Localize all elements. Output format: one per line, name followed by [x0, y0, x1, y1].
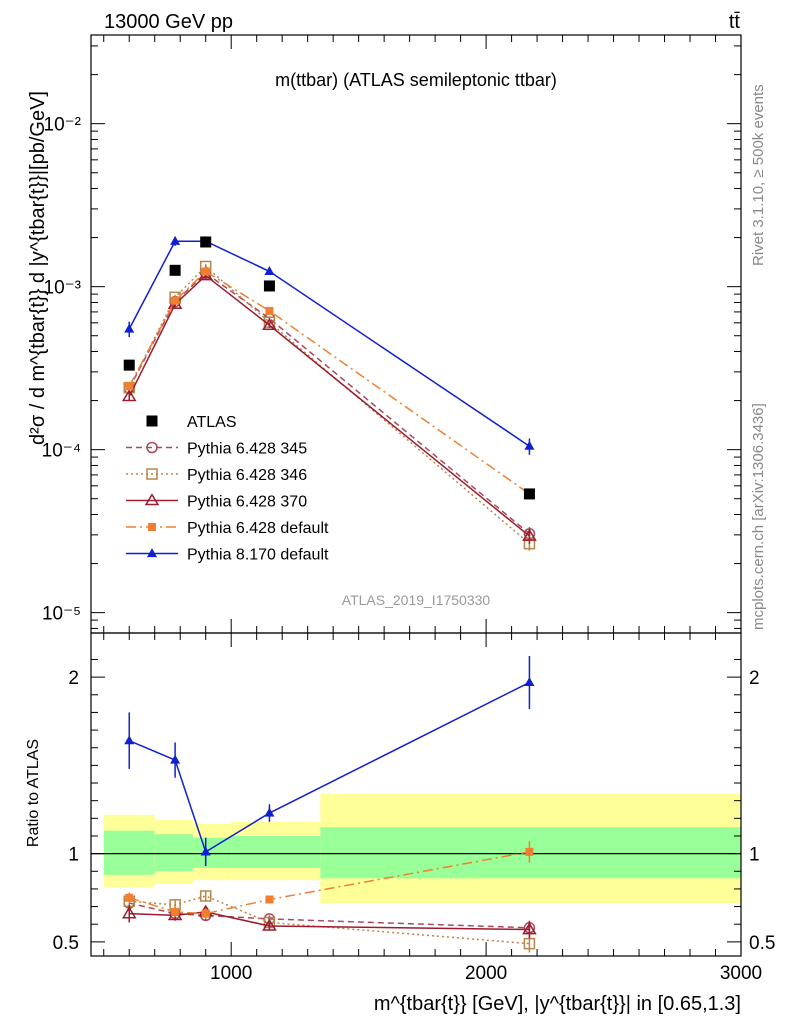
legend-label: Pythia 6.428 346	[187, 467, 307, 484]
y-tick-label-right: 1	[749, 845, 760, 866]
x-axis-label: m^{tbar{t}} [GeV], |y^{tbar{t}}| in [0.6…	[374, 993, 741, 1015]
y-tick-label: 10⁻⁵	[42, 604, 81, 625]
series-pythia-6-428-345	[123, 267, 536, 542]
data-point	[524, 440, 535, 450]
x-tick-label: 1000	[210, 963, 252, 984]
legend-label: Pythia 6.428 370	[187, 494, 307, 511]
data-point	[125, 382, 134, 391]
ratio-point	[265, 895, 274, 904]
data-point	[124, 323, 135, 333]
ratio-point	[170, 754, 181, 764]
data-point	[170, 235, 181, 245]
ratio-series-pythia-6-428-default	[125, 841, 534, 919]
chart-title: m(ttbar) (ATLAS semileptonic ttbar)	[275, 70, 557, 90]
series-pythia-6-428-370	[121, 268, 537, 544]
ratio-point	[199, 890, 212, 902]
legend-marker	[148, 523, 156, 531]
legend-entry: ATLAS	[146, 414, 237, 431]
ratio-series-pythia-8-170-default	[124, 655, 535, 866]
ratio-point	[121, 906, 137, 919]
y-tick-label-right: 0.5	[749, 933, 775, 954]
legend-label: Pythia 6.428 345	[187, 441, 307, 458]
ratio-point	[523, 937, 536, 950]
ratio-line	[129, 902, 530, 929]
y-tick-label: 10⁻²	[44, 115, 82, 136]
series-pythia-8-170-default	[124, 235, 535, 455]
ratio-point	[262, 918, 277, 931]
ratio-point	[171, 907, 180, 916]
ratio-frame	[90, 632, 742, 957]
legend-marker	[146, 441, 158, 454]
ratio-point	[525, 847, 534, 856]
energy-label: 13000 GeV pp	[104, 11, 233, 33]
legend-label: Pythia 8.170 default	[187, 547, 329, 564]
legend-label: ATLAS	[187, 414, 237, 431]
data-point	[121, 389, 137, 402]
data-point	[263, 280, 275, 292]
data-point	[171, 296, 180, 305]
y-tick-label-right: 2	[749, 668, 760, 689]
ratio-point	[201, 909, 210, 918]
uncertainty-band-inner	[231, 835, 321, 868]
data-point	[522, 528, 537, 541]
data-point	[169, 264, 181, 276]
uncertainty-band-inner	[103, 830, 155, 875]
series-atlas	[123, 236, 535, 500]
y-tick-label: 0.5	[53, 933, 79, 954]
ratio-line	[129, 895, 530, 945]
process-label: tt̄	[729, 11, 741, 33]
legend: ATLAS Pythia 6.428 345 Pythia 6.428 346 Pyt…	[126, 414, 329, 564]
ratio-panel: 0.5 0.5 1 1 2 2 1000 2000 3000 Ratio to ATLAS m^{t…	[25, 632, 775, 1015]
data-point	[265, 306, 274, 315]
uncertainty-band-inner	[154, 834, 193, 872]
uncertainty-band-inner	[192, 837, 232, 868]
legend-entry: Pythia 6.428 346	[126, 467, 307, 484]
x-tick-label: 2000	[465, 963, 507, 984]
legend-marker	[147, 548, 157, 558]
data-point	[264, 266, 275, 276]
data-point	[523, 488, 535, 500]
y-tick-label: 10⁻³	[44, 278, 82, 299]
y-tick-label: 1	[68, 845, 79, 866]
y-axis-label: d²σ / d m^{tbar{t}} d |y^{tbar{t}}|[pb/G…	[27, 91, 49, 445]
ratio-y-axis-label: Ratio to ATLAS	[25, 739, 42, 847]
legend-entry: Pythia 6.428 345	[126, 441, 307, 458]
y-tick-label: 10⁻⁴	[42, 441, 81, 462]
y-tick-label: 2	[68, 668, 79, 689]
legend-marker	[146, 468, 158, 480]
legend-entry: Pythia 8.170 default	[126, 547, 329, 564]
data-point	[200, 236, 212, 248]
legend-label: Pythia 6.428 default	[187, 520, 329, 537]
ratio-point	[522, 922, 537, 935]
ratio-point	[264, 807, 275, 817]
rivet-label: Rivet 3.1.10, ≥ 500k events	[750, 84, 767, 266]
x-tick-label: 3000	[720, 963, 762, 984]
series-line	[128, 270, 530, 495]
main-panel: 10⁻⁵ 10⁻⁴ 10⁻³ 10⁻² m(ttbar) (ATLAS semilept…	[27, 34, 742, 634]
ratio-point	[200, 846, 211, 856]
data-point	[262, 317, 277, 331]
main-frame	[90, 34, 742, 634]
ratio-point	[524, 677, 535, 687]
data-point	[201, 267, 210, 276]
legend-entry: Pythia 6.428 370	[126, 493, 307, 511]
legend-marker	[146, 415, 158, 427]
series-pythia-6-428-default	[125, 267, 534, 499]
legend-marker	[144, 493, 160, 506]
ratio-point	[124, 735, 135, 745]
analysis-tag: ATLAS_2019_I1750330	[342, 592, 491, 608]
data-point	[123, 359, 135, 371]
legend-entry: Pythia 6.428 default	[126, 520, 329, 537]
ratio-point	[125, 893, 134, 902]
series-pythia-6-428-346	[123, 260, 536, 551]
source-label: mcplots.cern.ch [arXiv:1306.3436]	[750, 403, 767, 630]
